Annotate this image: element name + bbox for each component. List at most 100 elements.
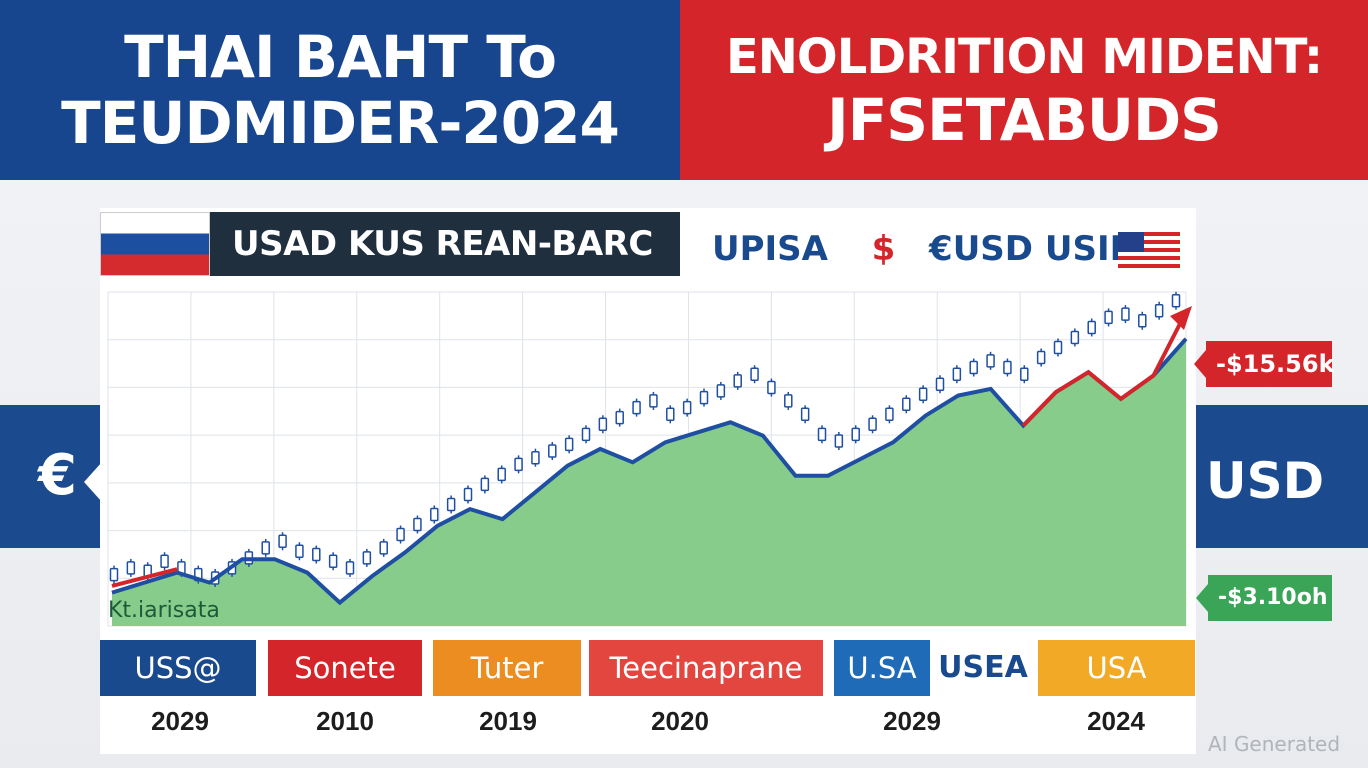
chart-header-label: USAD KUS REAN-BARC bbox=[210, 212, 680, 276]
candlestick bbox=[1087, 318, 1096, 337]
area-fill bbox=[112, 338, 1186, 626]
year-label-4: 2020 bbox=[651, 706, 709, 736]
candlestick bbox=[598, 415, 608, 434]
candlestick bbox=[632, 398, 641, 417]
candlestick bbox=[548, 442, 557, 461]
candlestick bbox=[261, 538, 270, 557]
candlestick bbox=[851, 425, 860, 444]
bottom-label-6: USEA bbox=[938, 650, 1028, 685]
candlestick bbox=[885, 405, 894, 424]
series-line-blue bbox=[111, 337, 1188, 606]
candlestick bbox=[649, 391, 658, 410]
callout-pointer-bottom bbox=[1196, 584, 1208, 612]
watermark: AI Generated bbox=[1208, 732, 1341, 756]
candlestick bbox=[817, 425, 827, 444]
candlestick bbox=[699, 388, 709, 407]
candlestick bbox=[328, 552, 338, 571]
candlesticks bbox=[109, 291, 1181, 587]
dollar-symbol: $ bbox=[871, 229, 896, 269]
candlestick bbox=[345, 558, 355, 577]
candlestick bbox=[868, 415, 877, 434]
year-label-6: 2024 bbox=[1087, 706, 1145, 736]
candlestick bbox=[514, 455, 523, 474]
callout-pointer-top bbox=[1194, 350, 1206, 378]
chart-header-right-b: €USD USIN bbox=[929, 229, 1139, 269]
candlestick bbox=[733, 371, 742, 390]
candlestick bbox=[531, 448, 540, 467]
subtitle-line-2: JFSETABUDS bbox=[827, 86, 1222, 154]
candlestick bbox=[834, 432, 844, 450]
candlestick bbox=[379, 538, 388, 557]
candlestick bbox=[800, 405, 810, 424]
candlestick bbox=[666, 405, 675, 424]
candlestick bbox=[902, 395, 911, 414]
candlestick bbox=[581, 425, 591, 444]
series-line-red bbox=[1021, 311, 1188, 427]
candlestick bbox=[918, 385, 928, 404]
bottom-label-7: USA bbox=[1038, 640, 1195, 696]
subtitle-line-1: ENOLDRITION MIDENT: bbox=[725, 29, 1323, 85]
candlestick bbox=[413, 515, 422, 534]
candlestick bbox=[396, 525, 405, 544]
russia-flag-icon bbox=[100, 212, 210, 276]
candlestick bbox=[716, 381, 726, 400]
chart-header-right-a: UPISA bbox=[712, 229, 828, 269]
candlestick bbox=[463, 485, 473, 504]
candlestick bbox=[295, 542, 304, 561]
title-banner-left: THAI BAHT To TEUDMIDER-2024 bbox=[0, 0, 680, 180]
euro-symbol: € bbox=[38, 443, 77, 508]
candlestick bbox=[1154, 301, 1164, 320]
candlestick bbox=[952, 365, 962, 384]
year-label-1: 2029 bbox=[151, 706, 209, 736]
candlestick bbox=[278, 532, 287, 551]
candlestick bbox=[767, 378, 776, 397]
candlestick bbox=[969, 358, 978, 377]
candlestick bbox=[160, 552, 169, 571]
candlestick bbox=[986, 351, 995, 370]
candlestick bbox=[784, 391, 793, 410]
callout-top: -$15.56k bbox=[1206, 341, 1335, 387]
bottom-label-4: Teecinaprane bbox=[589, 640, 823, 696]
title-line-2: TEUDMIDER-2024 bbox=[61, 89, 620, 157]
candlestick bbox=[1121, 305, 1130, 324]
candlestick bbox=[615, 408, 624, 427]
candlestick bbox=[935, 375, 945, 394]
trend-arrow-icon bbox=[1170, 306, 1192, 331]
year-label-2: 2010 bbox=[316, 706, 374, 736]
usa-flag-canton bbox=[1118, 232, 1144, 252]
callout-bottom: -$3.10oh bbox=[1208, 575, 1332, 621]
candlestick bbox=[1171, 291, 1181, 310]
bottom-label-1: USS@ bbox=[100, 640, 256, 696]
chart-header-right: UPISA $ €USD USIN bbox=[712, 224, 1138, 274]
candlestick bbox=[564, 435, 574, 454]
year-label-3: 2019 bbox=[479, 706, 537, 736]
bottom-label-3: Tuter bbox=[433, 640, 581, 696]
bottom-label-2: Sonete bbox=[268, 640, 422, 696]
chart-note: Kt.iarisata bbox=[108, 598, 220, 623]
candlestick bbox=[497, 465, 506, 484]
candlestick bbox=[1053, 338, 1063, 357]
candlestick bbox=[1138, 311, 1147, 330]
candlestick bbox=[430, 505, 439, 524]
candlestick bbox=[109, 565, 119, 584]
year-label-5: 2029 bbox=[883, 706, 941, 736]
right-currency-band bbox=[1194, 405, 1368, 548]
candlestick bbox=[312, 545, 321, 564]
candlestick bbox=[1003, 358, 1012, 377]
title-banner-right: ENOLDRITION MIDENT: JFSETABUDS bbox=[680, 0, 1368, 180]
bottom-label-5: U.SA bbox=[834, 640, 930, 696]
candlestick bbox=[1070, 328, 1080, 347]
candlestick bbox=[750, 365, 759, 384]
candlestick bbox=[480, 475, 490, 494]
title-line-1: THAI BAHT To bbox=[124, 23, 557, 91]
series-start-red bbox=[111, 567, 178, 588]
candlestick bbox=[1036, 348, 1046, 367]
usd-symbol: USD bbox=[1206, 452, 1325, 510]
candlestick bbox=[126, 558, 136, 577]
candlestick bbox=[362, 548, 372, 567]
candlestick bbox=[1104, 308, 1113, 327]
candlestick bbox=[682, 398, 692, 417]
euro-pointer-icon bbox=[84, 462, 102, 502]
candlestick bbox=[1020, 365, 1029, 384]
